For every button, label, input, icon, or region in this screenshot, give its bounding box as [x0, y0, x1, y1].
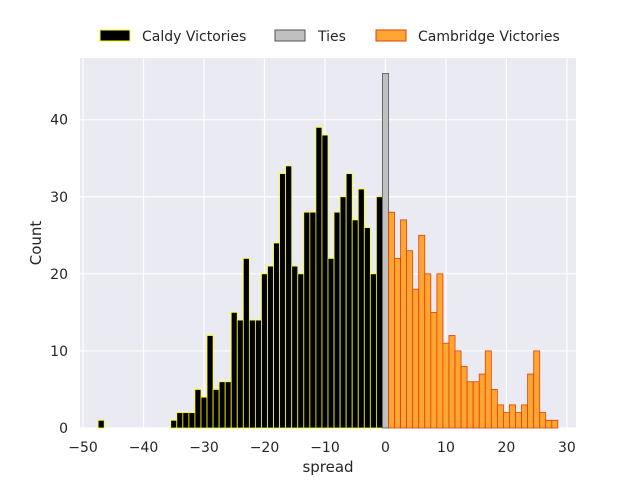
bar	[412, 288, 420, 429]
bar	[315, 126, 323, 429]
bar	[388, 211, 395, 429]
bar	[521, 404, 529, 429]
bar	[369, 273, 377, 429]
bar	[339, 196, 347, 429]
bar	[357, 188, 365, 429]
x-tick-label: −40	[129, 440, 159, 456]
bar	[224, 381, 232, 429]
bar	[297, 273, 305, 429]
legend-label: Ties	[317, 29, 346, 45]
bars-layer	[97, 73, 559, 429]
bar	[400, 219, 408, 429]
bar	[503, 412, 510, 429]
bar	[351, 219, 359, 429]
legend-label: Cambridge Victories	[418, 29, 560, 45]
bar	[248, 319, 256, 429]
bar	[194, 389, 202, 429]
bar	[515, 412, 522, 429]
bar	[394, 258, 401, 429]
y-tick-label: 0	[59, 421, 68, 437]
bar	[242, 258, 250, 429]
bar	[539, 412, 547, 429]
bar	[424, 273, 432, 429]
bar	[375, 196, 383, 429]
bar	[279, 173, 287, 429]
x-tick-label: 0	[381, 440, 390, 456]
bar	[261, 273, 268, 429]
x-tick-labels: −50 −40 −30 −20 −10 0 10 20 30	[68, 440, 576, 456]
bar	[291, 265, 299, 429]
bar	[176, 412, 184, 429]
x-tick-label: −10	[310, 440, 340, 456]
bar	[472, 381, 480, 429]
legend-swatch	[274, 29, 306, 42]
bar	[212, 389, 220, 429]
legend-swatch	[375, 29, 407, 42]
bar	[406, 250, 414, 429]
y-tick-label: 30	[50, 190, 68, 206]
bar	[363, 227, 371, 429]
bar	[527, 373, 535, 429]
y-tick-label: 10	[50, 344, 68, 360]
bar	[490, 389, 498, 429]
bar	[97, 419, 105, 429]
bar	[418, 234, 426, 429]
bar	[430, 311, 438, 429]
bar	[255, 319, 262, 429]
y-tick-label: 20	[50, 267, 68, 283]
bar	[218, 381, 226, 429]
bar	[327, 258, 335, 429]
legend: Caldy Victories Ties Cambridge Victories	[99, 29, 560, 45]
x-tick-label: 30	[558, 440, 576, 456]
bar	[448, 335, 456, 429]
legend-label: Caldy Victories	[142, 29, 246, 45]
bar	[206, 335, 214, 429]
bar	[436, 273, 444, 429]
legend-swatch	[99, 29, 131, 42]
bar	[236, 319, 244, 429]
series-2-bars	[388, 211, 559, 429]
bar	[533, 350, 541, 429]
bar	[454, 350, 462, 429]
bar	[333, 211, 341, 429]
bar	[484, 350, 492, 429]
x-tick-label: −50	[68, 440, 98, 456]
bar	[509, 404, 516, 429]
bar	[303, 211, 311, 429]
y-tick-labels: 0 10 20 30 40	[50, 113, 68, 437]
bar	[478, 373, 486, 429]
x-tick-label: 20	[498, 440, 516, 456]
bar	[267, 265, 274, 429]
x-axis-label: spread	[302, 458, 353, 476]
y-tick-label: 40	[50, 113, 68, 129]
bar	[551, 419, 559, 429]
series-1-bars	[382, 73, 389, 429]
bar	[182, 412, 190, 429]
bar	[345, 173, 353, 429]
bar	[285, 165, 293, 429]
bar	[460, 365, 468, 429]
bar	[188, 412, 196, 429]
bar	[545, 419, 553, 429]
bar	[321, 134, 329, 429]
bar	[230, 311, 238, 429]
series-0-bars	[97, 126, 383, 429]
y-axis-label: Count	[27, 221, 45, 266]
bar	[382, 73, 389, 429]
x-tick-label: −30	[189, 440, 219, 456]
x-tick-label: −20	[250, 440, 280, 456]
x-tick-label: 10	[437, 440, 455, 456]
bar	[200, 396, 208, 429]
bar	[442, 342, 450, 429]
bar	[496, 404, 504, 429]
bar	[466, 381, 474, 429]
bar	[170, 419, 178, 429]
bar	[309, 211, 317, 429]
bar	[273, 242, 281, 429]
